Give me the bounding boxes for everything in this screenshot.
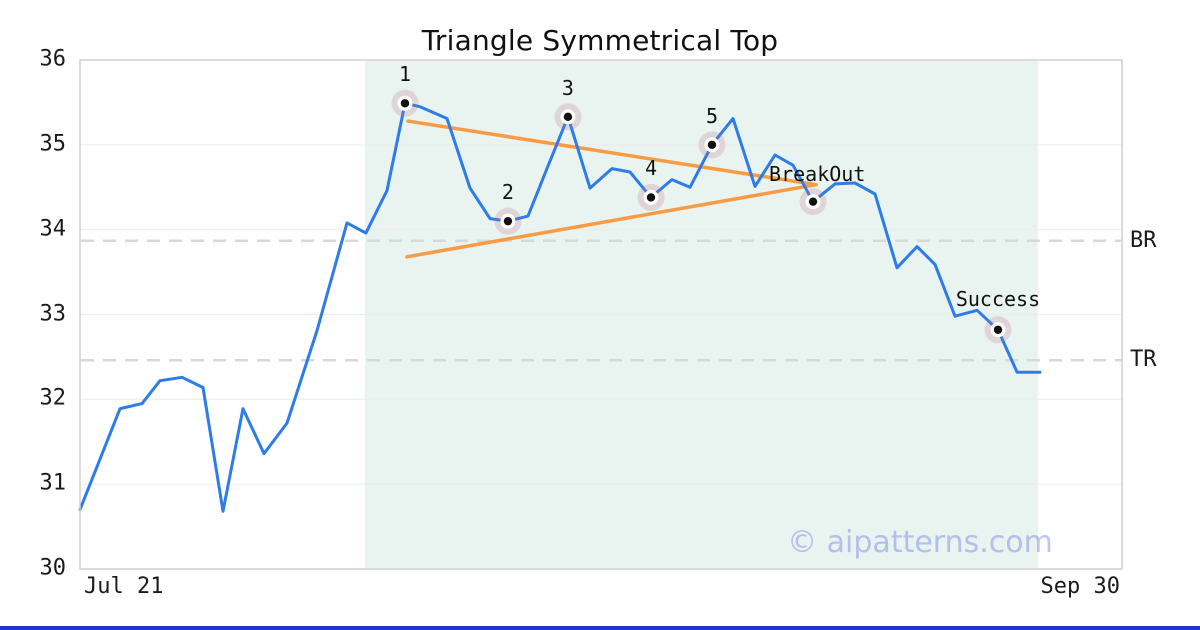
x-tick-end: Sep 30 <box>1040 574 1120 599</box>
y-tick-30: 30 <box>39 555 67 581</box>
x-tick-start: Jul 21 <box>84 574 164 599</box>
annotation-label-3: 3 <box>561 75 574 100</box>
marker-dot-1 <box>400 99 410 108</box>
y-tick-35: 35 <box>39 131 67 157</box>
marker-dot-5 <box>707 140 717 150</box>
trendline-lower <box>405 182 818 259</box>
annotation-label-2: 2 <box>501 180 514 205</box>
y-tick-34: 34 <box>39 216 67 242</box>
price-line-price <box>78 101 1042 513</box>
annotation-label-success: Success <box>955 286 1041 311</box>
level-label-tr: TR <box>1130 347 1157 373</box>
footer-accent-bar <box>0 626 1200 630</box>
y-tick-36: 36 <box>39 46 67 72</box>
plot-border <box>79 59 1123 570</box>
annotation-label-breakout: BreakOut <box>769 161 866 186</box>
y-tick-31: 31 <box>39 470 67 496</box>
marker-dot-breakout <box>808 197 818 206</box>
marker-dot-success <box>993 325 1003 334</box>
marker-dot-2 <box>503 216 513 226</box>
level-label-br: BR <box>1130 227 1157 253</box>
y-tick-32: 32 <box>39 385 67 411</box>
chart-title: Triangle Symmetrical Top <box>421 24 779 57</box>
marker-dot-4 <box>646 193 656 202</box>
y-tick-33: 33 <box>39 301 67 326</box>
annotation-label-4: 4 <box>644 156 658 181</box>
annotation-label-1: 1 <box>398 62 412 87</box>
watermark: © aipatterns.com <box>787 525 1053 560</box>
annotation-label-5: 5 <box>705 103 718 128</box>
trendline-upper <box>406 119 818 187</box>
marker-dot-3 <box>563 112 573 122</box>
